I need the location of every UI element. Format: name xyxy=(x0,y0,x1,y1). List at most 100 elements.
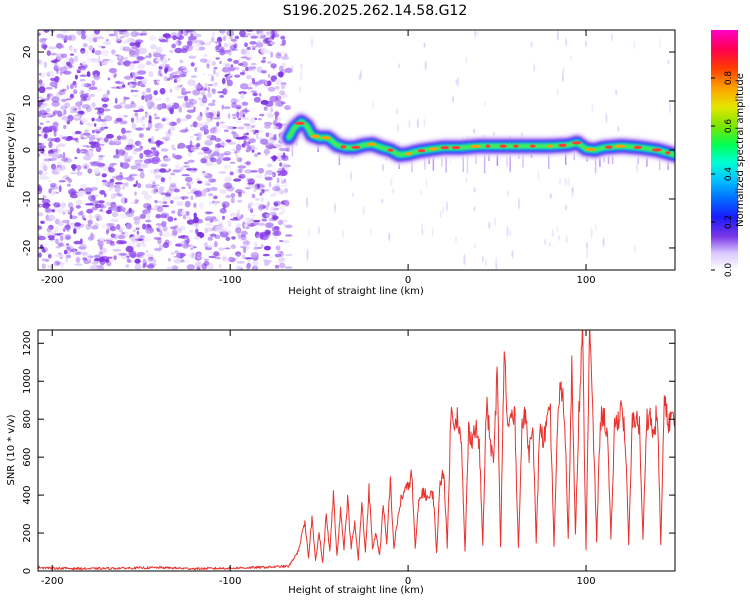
spectrogram-noise-speck xyxy=(154,260,157,263)
spectrogram-noise-speck xyxy=(174,155,182,160)
spectrogram-noise-speck xyxy=(210,234,217,237)
spectrogram-noise-speck xyxy=(80,238,83,244)
spectrogram-noise-speck xyxy=(70,54,74,56)
spectrogram-noise-speck xyxy=(222,105,224,110)
spectrogram-noise-speck xyxy=(134,148,142,152)
spectrogram-noise-speck xyxy=(50,78,56,81)
spectrogram-noise-speck xyxy=(242,102,248,106)
spectrogram-noise-speck xyxy=(211,37,215,42)
spectrogram-noise-speck xyxy=(240,72,245,75)
spectrogram-noise-speck xyxy=(249,82,253,87)
spectrogram-noise-speck xyxy=(99,155,106,157)
spectrogram-noise-speck xyxy=(83,132,90,135)
spectrogram-noise-speck xyxy=(238,165,247,168)
spectrogram-noise-speck xyxy=(425,61,427,70)
spectrogram-noise-speck xyxy=(73,89,77,94)
spectrogram-noise-speck xyxy=(190,33,193,35)
spectrogram-noise-speck xyxy=(44,61,47,68)
spectrogram-noise-speck xyxy=(178,236,181,239)
spectrogram-noise-speck xyxy=(111,234,116,238)
spectrogram-noise-speck xyxy=(149,115,152,121)
spectrogram-noise-speck xyxy=(595,223,597,231)
spectrogram-noise-speck xyxy=(484,102,486,106)
spectrogram-x-tick-label: 0 xyxy=(405,275,411,286)
spectrogram-noise-speck xyxy=(113,155,120,159)
spectrogram-noise-speck xyxy=(235,227,241,233)
spectrogram-noise-speck xyxy=(104,193,107,197)
spectrogram-noise-speck xyxy=(164,76,168,82)
spectrogram-noise-speck xyxy=(264,246,271,251)
spectrogram-noise-speck xyxy=(246,263,251,270)
spectrogram-noise-speck xyxy=(559,177,561,185)
spectrogram-noise-speck xyxy=(258,80,263,84)
spectrogram-noise-speck xyxy=(159,123,165,129)
spectrogram-noise-speck xyxy=(231,236,236,239)
spectrogram-noise-speck xyxy=(306,197,308,209)
spectrogram-noise-speck xyxy=(82,257,87,260)
spectrogram-noise-speck xyxy=(228,113,231,119)
spectrogram-noise-speck xyxy=(223,36,226,41)
spectrogram-noise-speck xyxy=(134,42,141,45)
figure-title: S196.2025.262.14.58.G12 xyxy=(283,3,468,19)
spectrogram-noise-speck xyxy=(207,245,215,248)
spectrogram-noise-speck xyxy=(239,30,246,37)
spectrogram-noise-speck xyxy=(141,163,148,168)
spectrogram-noise-speck xyxy=(109,187,112,192)
spectrogram-noise-speck xyxy=(243,123,250,126)
spectrogram-noise-speck xyxy=(118,235,126,240)
spectrogram-noise-speck xyxy=(572,187,574,192)
spectrogram-noise-speck xyxy=(246,57,251,60)
spectrogram-noise-speck xyxy=(156,47,163,54)
spectrogram-noise-speck xyxy=(156,104,162,110)
spectrogram-noise-speck xyxy=(239,158,242,162)
colorbar: 0.00.20.40.60.8 Normalized spectral ampl… xyxy=(711,30,746,277)
spectrogram-noise-speck xyxy=(95,50,102,55)
spectrogram-noise-speck xyxy=(121,197,129,204)
spectrogram-noise-speck xyxy=(134,259,140,264)
spectrogram-noise-speck xyxy=(213,251,219,256)
spectrogram-noise-speck xyxy=(440,211,442,219)
spectrogram-noise-speck xyxy=(398,63,400,68)
spectrogram-noise-speck xyxy=(199,202,204,209)
spectrogram-noise-speck xyxy=(233,178,241,181)
spectrogram-noise-speck xyxy=(273,120,278,126)
spectrogram-noise-speck xyxy=(267,163,273,167)
spectrogram-noise-speck xyxy=(213,117,221,119)
spectrogram-noise-speck xyxy=(153,107,156,110)
spectrogram-peak xyxy=(340,145,346,148)
spectrogram-noise-speck xyxy=(102,180,107,183)
spectrogram-noise-speck xyxy=(227,80,233,87)
spectrogram-noise-speck xyxy=(268,139,275,145)
spectrogram-noise-speck xyxy=(172,169,181,172)
spectrogram-noise-speck xyxy=(250,55,253,59)
spectrogram-noise-speck xyxy=(79,111,85,115)
spectrogram-noise-speck xyxy=(167,103,174,105)
spectrogram-noise-speck xyxy=(145,220,151,223)
spectrogram-noise-speck xyxy=(424,119,426,128)
spectrogram-noise-speck xyxy=(219,189,227,194)
spectrogram-noise-speck xyxy=(173,196,182,200)
spectrogram-noise-speck xyxy=(59,180,66,182)
spectrogram-noise-speck xyxy=(208,256,216,258)
spectrogram-noise-speck xyxy=(196,123,203,128)
spectrogram-noise-speck xyxy=(116,240,123,244)
spectrogram-noise-speck xyxy=(70,111,79,113)
spectrogram-noise-speck xyxy=(250,215,256,217)
spectrogram-noise-speck xyxy=(281,83,285,89)
spectrogram-x-label: Height of straight line (km) xyxy=(288,286,424,297)
spectrogram-noise-speck xyxy=(140,81,142,84)
spectrogram-peak xyxy=(558,144,566,147)
spectrogram-noise-speck xyxy=(218,171,226,174)
spectrogram-noise-speck xyxy=(586,242,588,249)
spectrogram-noise-speck xyxy=(246,75,252,80)
spectrogram-peak xyxy=(572,141,581,144)
spectrogram-noise-speck xyxy=(103,41,112,45)
spectrogram-noise-speck xyxy=(424,43,426,48)
spectrogram-noise-speck xyxy=(272,174,274,177)
snr-panel: -200 -100 0 100 020040060080010001200 Heigh… xyxy=(6,321,675,596)
spectrogram-noise-speck xyxy=(197,181,202,184)
spectrogram-noise-speck xyxy=(488,222,490,229)
spectrogram-noise-speck xyxy=(96,131,100,134)
spectrogram-noise-speck xyxy=(231,149,238,151)
spectrogram-noise-speck xyxy=(183,69,190,72)
